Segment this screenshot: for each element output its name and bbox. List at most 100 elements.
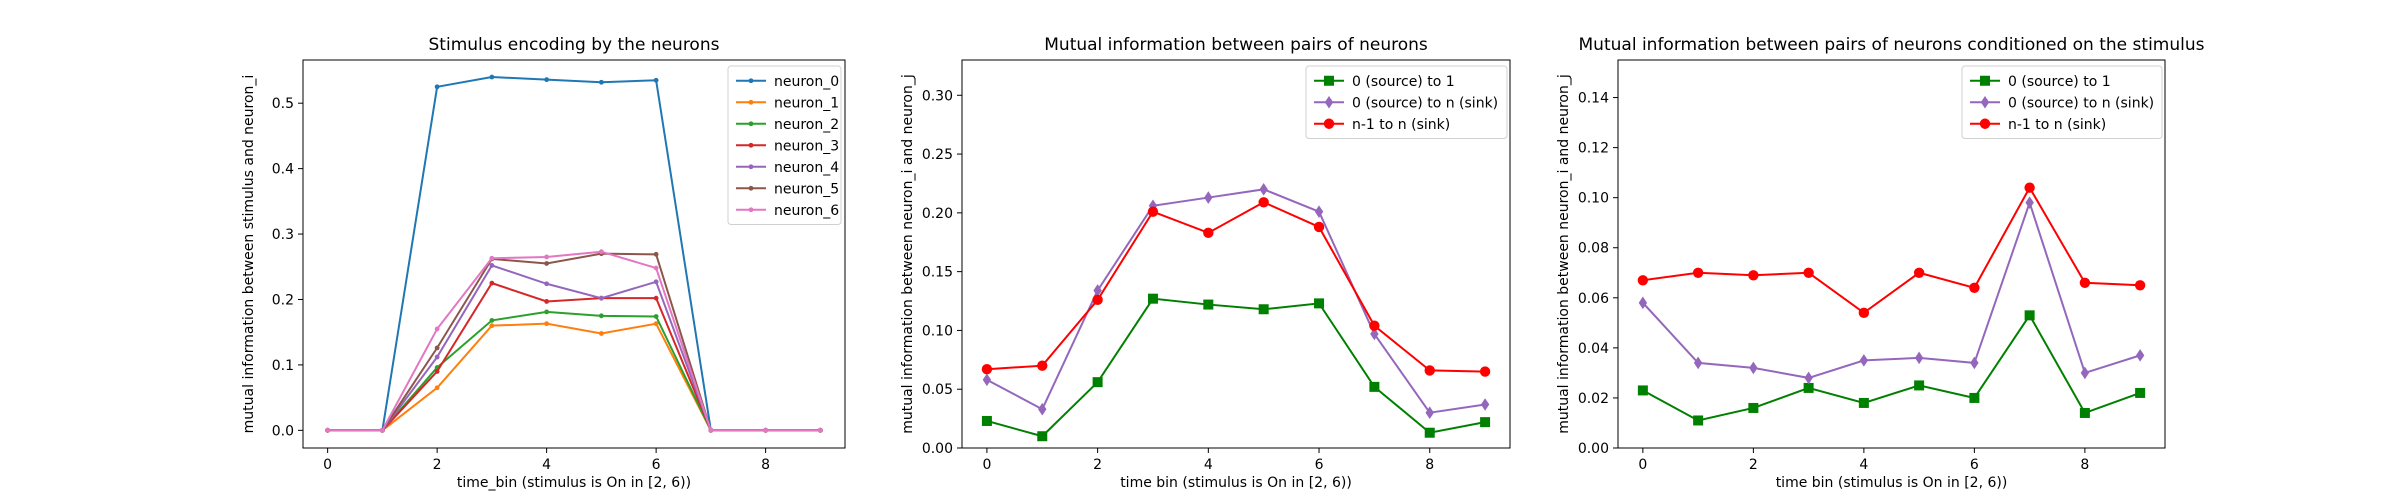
data-point (1369, 320, 1380, 331)
legend-label: neuron_3 (774, 138, 839, 154)
data-point (489, 323, 495, 329)
data-point (1424, 365, 1435, 376)
legend: 0 (source) to 1 0 (source) to n (sink) n-1… (1961, 65, 2163, 139)
data-point (653, 265, 659, 271)
y-tick-label: 0.12 (1578, 141, 1609, 157)
data-point (489, 74, 495, 80)
y-tick-label: 0.0 (272, 423, 294, 439)
legend-label: 0 (source) to 1 (2008, 74, 2111, 90)
data-point (2135, 387, 2146, 398)
data-point (434, 369, 440, 374)
y-tick-label: 0.10 (922, 323, 953, 339)
y-axis-label: mutual information between neuron_i and … (900, 74, 916, 434)
legend-label: neuron_0 (774, 74, 839, 90)
data-point (1369, 381, 1380, 392)
data-point (489, 318, 495, 323)
data-point (653, 77, 659, 83)
data-point (1313, 221, 1325, 233)
legend-marker (1979, 118, 1991, 129)
series-0-source-to-1 (1637, 310, 2146, 426)
legend-label: neuron_1 (774, 95, 839, 111)
x-axis-label: time bin (stimulus is On in [2, 6)) (1776, 475, 2008, 491)
data-point (2024, 310, 2035, 321)
plot-frame (302, 59, 846, 449)
series-line (1642, 199, 2141, 379)
y-tick-label: 0.30 (922, 88, 953, 104)
data-point (1638, 296, 1648, 310)
legend-marker (748, 121, 754, 127)
data-point (982, 373, 992, 387)
series-neuron-6 (325, 249, 823, 433)
y-tick-label: 0.5 (272, 96, 294, 112)
legend-label: neuron_4 (774, 160, 839, 176)
legend-label: neuron_2 (774, 117, 839, 133)
x-tick-label: 4 (1204, 457, 1213, 473)
chart-title: Stimulus encoding by the neurons (429, 35, 720, 55)
data-point (544, 299, 550, 304)
data-point (544, 309, 550, 315)
legend-marker (748, 78, 754, 84)
y-tick-label: 0.08 (1578, 241, 1609, 257)
chart-title: Mutual information between pairs of neur… (1579, 35, 2205, 55)
data-point (1480, 398, 1490, 411)
data-point (1858, 397, 1869, 408)
y-tick-label: 0.00 (922, 441, 953, 457)
legend-label: 0 (source) to n (sink) (2008, 95, 2154, 111)
data-point (1037, 360, 1048, 371)
data-point (2079, 407, 2090, 418)
series-n-1-to-n-sink- (981, 197, 1491, 377)
series-line (1642, 185, 2141, 315)
series-neuron-4 (325, 263, 823, 433)
y-tick-label: 0.3 (272, 227, 294, 243)
y-tick-label: 0.06 (1578, 291, 1609, 307)
legend-box (1961, 65, 2163, 139)
data-point (1749, 361, 1758, 375)
data-point (489, 263, 495, 268)
data-point (1803, 382, 1814, 393)
data-point (598, 331, 604, 336)
plot-frame (961, 59, 1511, 449)
x-tick-label: 2 (1749, 457, 1758, 473)
x-tick-label: 8 (2080, 457, 2089, 473)
series-line (986, 201, 1486, 373)
y-tick-label: 0.2 (272, 292, 294, 308)
legend-label: neuron_5 (774, 181, 839, 197)
legend-label: 0 (source) to n (sink) (1352, 95, 1498, 111)
data-point (434, 84, 440, 90)
x-tick-label: 4 (1859, 457, 1868, 473)
legend-marker (1324, 95, 1334, 109)
series-line (986, 297, 1486, 438)
plot-frame (1617, 59, 2166, 449)
data-point (1858, 307, 1870, 319)
y-tick-label: 0.04 (1578, 341, 1609, 357)
data-point (653, 314, 659, 319)
legend-marker (748, 207, 754, 213)
y-tick-label: 0.00 (1578, 441, 1609, 457)
data-point (1314, 298, 1325, 309)
data-point (1693, 415, 1704, 426)
data-point (817, 427, 823, 433)
data-point (544, 254, 550, 260)
y-axis-label: mutual information between neuron_i and … (1556, 74, 1572, 434)
series-neuron-1 (325, 321, 823, 433)
data-point (1479, 366, 1491, 377)
data-point (653, 321, 659, 327)
data-point (1370, 327, 1379, 341)
data-point (1637, 275, 1649, 286)
x-tick-label: 6 (1315, 457, 1324, 473)
x-tick-label: 8 (1425, 457, 1434, 473)
data-point (489, 280, 495, 286)
x-axis-label: time_bin (stimulus is On in [2, 6)) (457, 475, 691, 491)
data-point (1425, 406, 1434, 420)
series-n-1-to-n-sink- (1637, 182, 2146, 319)
data-point (2079, 277, 2091, 288)
legend-marker (1324, 75, 1334, 86)
legend-label: n-1 to n (sink) (2008, 117, 2106, 133)
series-neuron-5 (325, 251, 823, 433)
data-point (434, 326, 440, 332)
data-point (2080, 366, 2090, 380)
x-tick-label: 8 (761, 457, 770, 473)
data-point (1748, 402, 1759, 413)
data-point (544, 321, 550, 327)
